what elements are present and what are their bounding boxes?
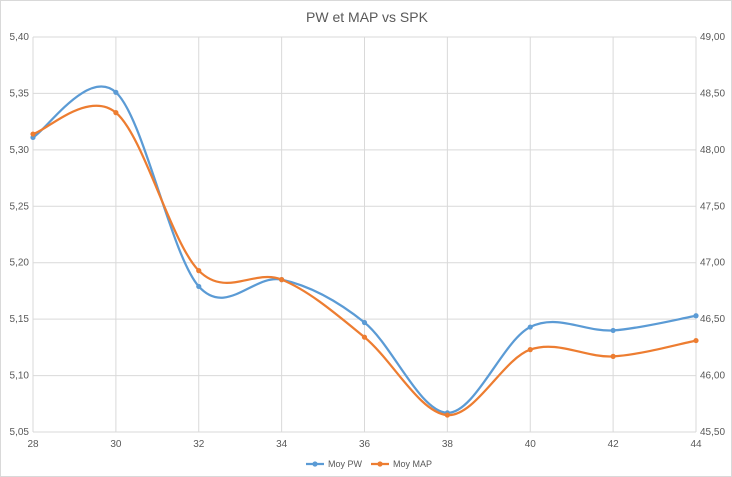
legend-swatch-marker bbox=[377, 461, 383, 467]
legend-item: Moy MAP bbox=[371, 459, 432, 469]
y-left-tick-label: 5,15 bbox=[10, 314, 30, 325]
x-tick-label: 36 bbox=[359, 439, 371, 450]
data-point bbox=[610, 353, 616, 359]
series-lines bbox=[30, 85, 699, 418]
x-tick-label: 42 bbox=[608, 439, 620, 450]
x-tick-label: 32 bbox=[193, 439, 205, 450]
x-tick-label: 30 bbox=[110, 439, 122, 450]
series-line bbox=[32, 104, 697, 417]
y-right-tick-label: 47,50 bbox=[700, 201, 725, 212]
x-tick-label: 44 bbox=[690, 439, 702, 450]
data-point bbox=[113, 89, 119, 95]
legend-label: Moy PW bbox=[328, 459, 363, 469]
y-right-tick-label: 45,50 bbox=[700, 427, 725, 438]
data-point bbox=[693, 337, 699, 344]
y-left-tick-label: 5,40 bbox=[10, 32, 30, 43]
x-tick-label: 28 bbox=[27, 439, 39, 450]
data-point bbox=[196, 283, 202, 290]
legend-item: Moy PW bbox=[306, 459, 363, 469]
gridlines bbox=[32, 36, 697, 433]
data-point bbox=[610, 327, 616, 334]
x-tick-label: 38 bbox=[442, 439, 454, 450]
data-point bbox=[527, 347, 533, 353]
data-point bbox=[693, 313, 699, 319]
data-point bbox=[361, 319, 368, 326]
chart-title: PW et MAP vs SPK bbox=[306, 9, 429, 25]
data-point bbox=[196, 268, 202, 274]
legend: Moy PW Moy MAP bbox=[306, 459, 432, 469]
series-line bbox=[32, 85, 697, 414]
y-left-tick-label: 5,30 bbox=[10, 145, 30, 156]
data-point bbox=[30, 131, 36, 137]
y-right-tick-label: 46,50 bbox=[700, 314, 725, 325]
legend-label: Moy MAP bbox=[393, 459, 432, 469]
y-right-tick-label: 49,00 bbox=[700, 32, 725, 43]
data-point bbox=[113, 110, 119, 116]
data-point bbox=[527, 324, 533, 330]
data-point bbox=[444, 412, 450, 418]
series-moy-pw bbox=[30, 85, 699, 416]
y-right-tick-label: 47,00 bbox=[700, 258, 725, 269]
y-right-tick-label: 48,00 bbox=[700, 145, 725, 156]
y-right-tick-label: 48,50 bbox=[700, 88, 725, 99]
y-right-tick-label: 46,00 bbox=[700, 371, 725, 382]
axes: 5,05 45,50 5,10 46,00 5,15 46,50 5,20 47,00 5,25… bbox=[10, 32, 726, 450]
x-tick-label: 34 bbox=[276, 439, 288, 450]
y-left-tick-label: 5,35 bbox=[10, 88, 30, 99]
y-left-tick-label: 5,05 bbox=[10, 427, 30, 438]
data-point bbox=[279, 277, 285, 283]
series-moy-map bbox=[30, 104, 699, 418]
y-left-tick-label: 5,10 bbox=[10, 371, 30, 382]
y-left-tick-label: 5,20 bbox=[10, 258, 30, 269]
data-point bbox=[361, 334, 368, 340]
legend-swatch-marker bbox=[312, 461, 318, 467]
y-left-tick-label: 5,25 bbox=[10, 201, 30, 212]
x-tick-label: 40 bbox=[525, 439, 537, 450]
